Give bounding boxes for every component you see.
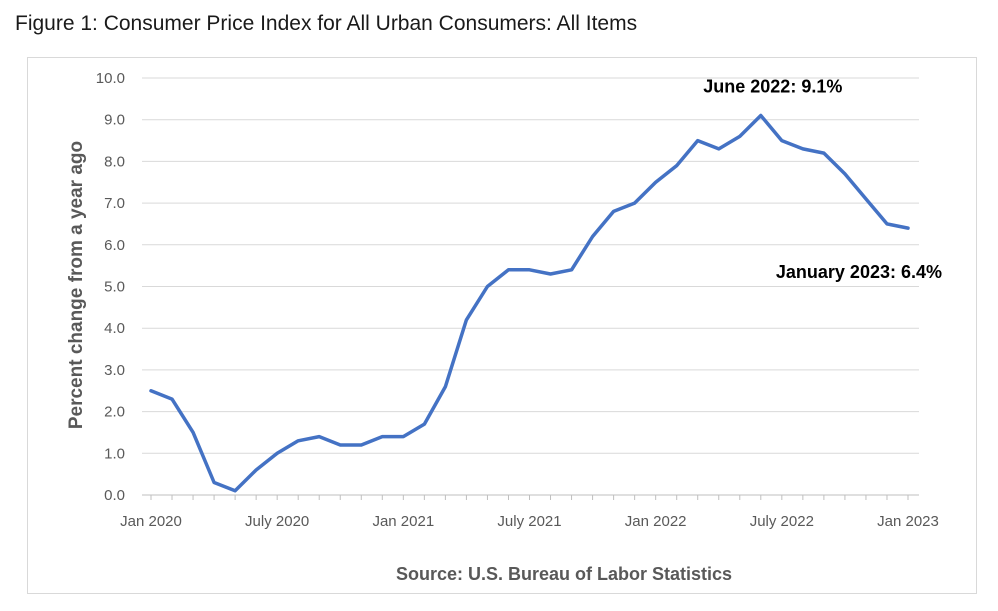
latest-annotation: January 2023: 6.4% — [776, 262, 942, 282]
x-axis — [142, 494, 919, 500]
chart-frame — [27, 57, 977, 594]
y-tick-labels: 0.0 1.0 2.0 3.0 4.0 5.0 6.0 7.0 8.0 9.0 10.0 — [96, 70, 125, 504]
y-tick-label: 9.0 — [104, 112, 125, 129]
x-tick-label: July 2021 — [497, 513, 561, 530]
y-tick-label: 5.0 — [104, 279, 125, 296]
y-tick-label: 3.0 — [104, 362, 125, 379]
y-tick-label: 4.0 — [104, 320, 125, 337]
x-tick-label: July 2022 — [750, 513, 814, 530]
annotations: June 2022: 9.1% January 2023: 6.4% — [703, 77, 942, 283]
y-tick-label: 10.0 — [96, 70, 125, 87]
chart-title: Figure 1: Consumer Price Index for All U… — [15, 12, 638, 35]
x-tick-label: Jan 2020 — [120, 513, 182, 530]
series-lines — [149, 113, 910, 493]
x-tick-labels: Jan 2020 July 2020 Jan 2021 July 2021 Jan 20… — [120, 513, 939, 530]
x-tick-label: Jan 2021 — [372, 513, 434, 530]
x-tick-label: Jan 2022 — [625, 513, 687, 530]
cpi-series-line — [149, 113, 910, 493]
y-tick-label: 8.0 — [104, 153, 125, 170]
y-tick-label: 6.0 — [104, 237, 125, 254]
peak-annotation: June 2022: 9.1% — [703, 77, 842, 97]
y-tick-label: 1.0 — [104, 445, 125, 462]
y-tick-label: 0.0 — [104, 487, 125, 504]
y-axis-label: Percent change from a year ago — [66, 141, 87, 429]
x-tick-label: Jan 2023 — [877, 513, 939, 530]
y-tick-label: 2.0 — [104, 404, 125, 421]
gridlines — [142, 77, 919, 454]
y-tick-label: 7.0 — [104, 195, 125, 212]
source-note: Source: U.S. Bureau of Labor Statistics — [396, 564, 732, 584]
x-tick-label: July 2020 — [245, 513, 309, 530]
